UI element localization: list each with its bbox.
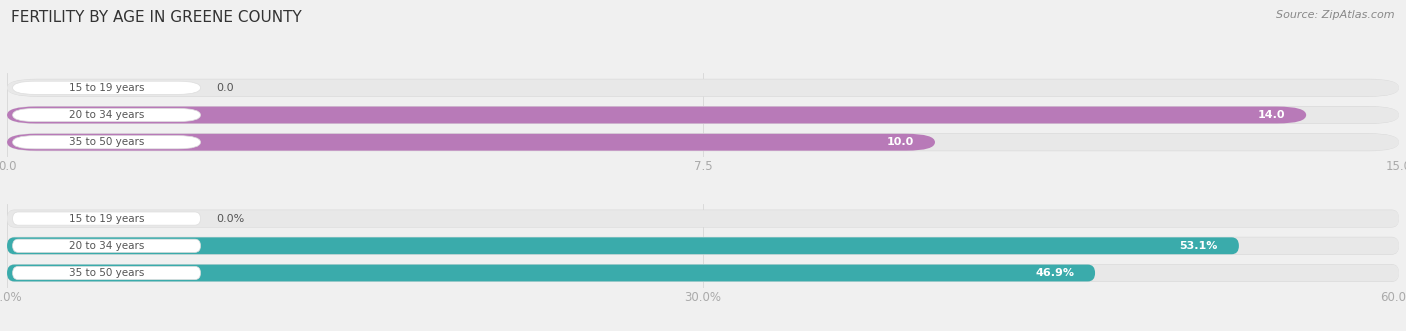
Text: 14.0: 14.0	[1258, 110, 1285, 120]
FancyBboxPatch shape	[7, 134, 1399, 151]
Text: 46.9%: 46.9%	[1035, 268, 1074, 278]
FancyBboxPatch shape	[13, 81, 201, 94]
Text: 20 to 34 years: 20 to 34 years	[69, 110, 145, 120]
FancyBboxPatch shape	[7, 264, 1095, 281]
FancyBboxPatch shape	[7, 237, 1399, 254]
Text: Source: ZipAtlas.com: Source: ZipAtlas.com	[1277, 10, 1395, 20]
FancyBboxPatch shape	[13, 239, 201, 252]
FancyBboxPatch shape	[7, 79, 1399, 97]
FancyBboxPatch shape	[7, 106, 1399, 124]
FancyBboxPatch shape	[7, 210, 1399, 227]
FancyBboxPatch shape	[7, 264, 1399, 281]
FancyBboxPatch shape	[13, 212, 201, 225]
Text: 15 to 19 years: 15 to 19 years	[69, 83, 145, 93]
FancyBboxPatch shape	[13, 136, 201, 149]
FancyBboxPatch shape	[7, 107, 1399, 123]
FancyBboxPatch shape	[13, 266, 201, 280]
Text: 10.0: 10.0	[887, 137, 914, 147]
FancyBboxPatch shape	[7, 237, 1239, 254]
FancyBboxPatch shape	[7, 237, 1399, 255]
FancyBboxPatch shape	[7, 79, 1399, 96]
FancyBboxPatch shape	[7, 133, 1399, 151]
Text: 0.0%: 0.0%	[217, 213, 245, 223]
Text: 15 to 19 years: 15 to 19 years	[69, 213, 145, 223]
FancyBboxPatch shape	[13, 109, 201, 121]
FancyBboxPatch shape	[7, 107, 1306, 123]
Text: 20 to 34 years: 20 to 34 years	[69, 241, 145, 251]
Text: 0.0: 0.0	[217, 83, 233, 93]
FancyBboxPatch shape	[7, 134, 935, 151]
FancyBboxPatch shape	[7, 264, 1399, 282]
Text: 53.1%: 53.1%	[1180, 241, 1218, 251]
Text: 35 to 50 years: 35 to 50 years	[69, 137, 145, 147]
Text: FERTILITY BY AGE IN GREENE COUNTY: FERTILITY BY AGE IN GREENE COUNTY	[11, 10, 302, 25]
Text: 35 to 50 years: 35 to 50 years	[69, 268, 145, 278]
FancyBboxPatch shape	[7, 210, 1399, 227]
